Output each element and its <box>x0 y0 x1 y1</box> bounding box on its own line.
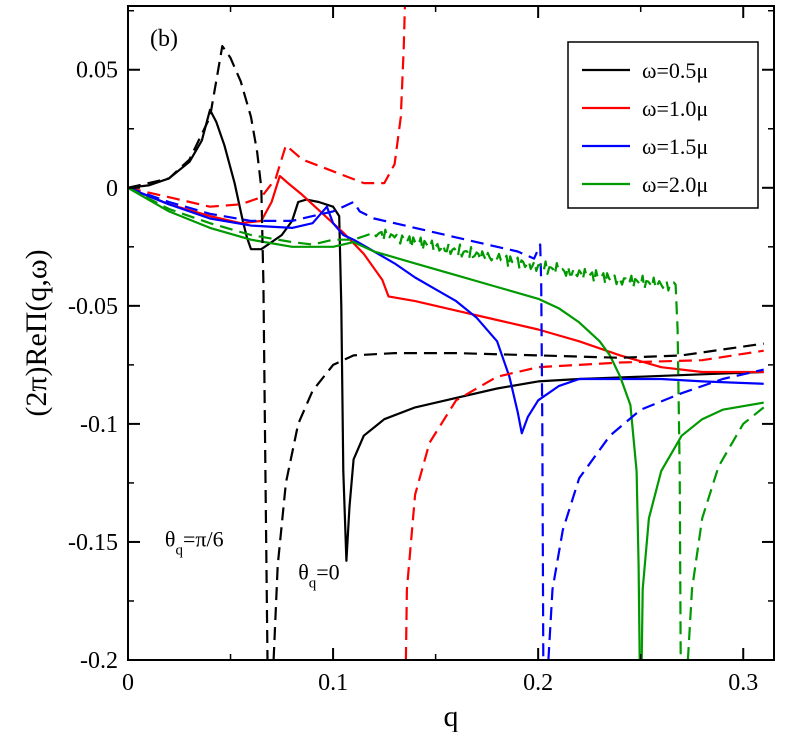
panel-label: (b) <box>150 26 178 52</box>
x-axis-title: q <box>444 700 459 732</box>
y-tick-label: 0 <box>106 176 118 202</box>
annotation-theta-pi6-value: =π/6 <box>183 527 224 552</box>
y-tick-label: 0.05 <box>76 58 118 84</box>
x-tick-label: 0.3 <box>728 670 758 696</box>
y-tick-label: -0.05 <box>68 294 118 320</box>
series-line-1-5-dashed-right-branch <box>547 368 764 660</box>
plot-frame <box>127 5 775 661</box>
x-tick-label: 0.1 <box>318 670 348 696</box>
y-axis-title: (2π)ReΠ(q,ω) <box>20 249 53 416</box>
annotation-theta-0-value: =0 <box>316 560 339 585</box>
y-tick-label: -0.1 <box>80 412 118 438</box>
x-tick-label: 0.2 <box>523 670 553 696</box>
annotation-theta-pi6: θq=π/6 <box>165 527 224 559</box>
series-line-1-5 <box>128 186 764 435</box>
series-line-2-0 <box>128 186 641 660</box>
annotation-theta-0-subscript: q <box>309 576 317 592</box>
series-line-1-5-dashed <box>128 186 545 660</box>
y-tick-label: -0.2 <box>80 648 118 674</box>
series-line-1-0-dashed-right-branch <box>404 349 764 660</box>
legend-label-2-0: ω=2.0μ <box>642 172 708 197</box>
y-tick-label: -0.15 <box>68 530 118 556</box>
x-tick-label: 0 <box>122 670 134 696</box>
series-line-2-0-dashed-right-branch <box>686 406 765 660</box>
axis-ticks: 0 0.1 0.2 0.3 0.05 0 -0.05 -0.1 -0.15 -0.2 <box>68 6 774 696</box>
legend-label-1-5: ω=1.5μ <box>642 134 708 159</box>
annotation-theta-0-symbol: θ <box>298 560 309 585</box>
legend-label-0-5: ω=0.5μ <box>642 58 708 83</box>
legend: ω=0.5μ ω=1.0μ ω=1.5μ ω=2.0μ <box>567 41 759 209</box>
annotation-theta-pi6-subscript: q <box>175 543 183 559</box>
series-line-2-0-dashed <box>128 186 682 660</box>
annotation-theta-pi6-symbol: θ <box>165 527 176 552</box>
series-line-0-5-dashed <box>128 45 269 660</box>
annotation-theta-0: θq=0 <box>298 560 339 592</box>
series-line-2-0-right-branch <box>640 401 764 660</box>
series-line-0-5-dashed-right-branch <box>272 342 764 660</box>
chart-curves <box>128 6 765 660</box>
legend-label-1-0: ω=1.0μ <box>642 96 708 121</box>
